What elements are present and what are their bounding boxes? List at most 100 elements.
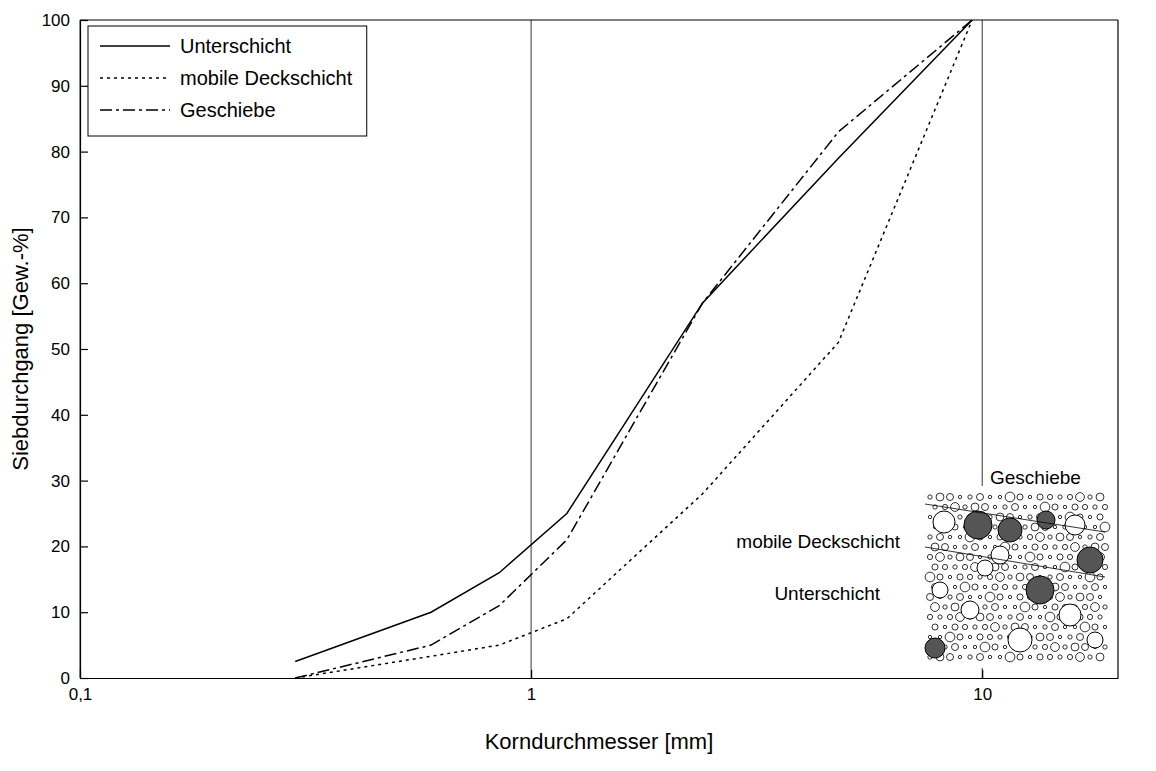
grain (963, 645, 966, 648)
grain (1017, 654, 1023, 660)
layer-line (925, 504, 1105, 532)
grain (931, 603, 940, 612)
grid (80, 20, 982, 678)
tick-label: 40 (51, 406, 70, 425)
grain (958, 515, 962, 519)
tick-mark (80, 217, 88, 218)
tick-mark (80, 546, 88, 547)
tick-mark (80, 481, 88, 482)
grain (938, 615, 942, 619)
grain (1073, 585, 1076, 588)
stone (933, 511, 955, 533)
tick: 50 (51, 340, 88, 359)
stone (1065, 515, 1085, 535)
grain (1013, 605, 1016, 608)
grain (998, 615, 1001, 618)
grain (947, 494, 954, 501)
grain (1016, 573, 1024, 581)
grain (977, 634, 983, 640)
grain (1033, 625, 1036, 628)
grain (998, 655, 1001, 658)
tick-label: 50 (51, 340, 70, 359)
grain (1033, 505, 1036, 508)
grain (932, 564, 938, 570)
grain (982, 624, 987, 629)
grain (1028, 615, 1031, 618)
grain (1028, 655, 1031, 658)
grain (957, 594, 964, 601)
grain (948, 535, 951, 538)
legend: Unterschichtmobile DeckschichtGeschiebe (88, 26, 367, 136)
grain (1003, 505, 1007, 509)
grain (1025, 552, 1035, 562)
annotation: mobile Deckschicht (736, 531, 900, 552)
grain (953, 585, 956, 588)
grain (1052, 504, 1058, 510)
grain (1056, 533, 1064, 541)
grain (951, 603, 959, 611)
grain (991, 623, 1000, 632)
grain (952, 644, 959, 651)
grain (998, 495, 1001, 498)
grain (1071, 643, 1079, 651)
grain (1037, 554, 1043, 560)
grain (1058, 655, 1062, 659)
grain (1002, 584, 1007, 589)
stone (977, 560, 993, 576)
tick-mark (80, 678, 88, 679)
grain (1053, 525, 1056, 528)
grain (988, 495, 991, 498)
grain (968, 655, 972, 659)
grain (967, 574, 972, 579)
tick-label: 20 (51, 537, 70, 556)
grain (1098, 615, 1102, 619)
grain (1017, 494, 1023, 500)
tick-label: 60 (51, 274, 70, 293)
grain (1020, 602, 1030, 612)
stone (1059, 604, 1081, 626)
grain (1002, 564, 1009, 571)
grain (987, 634, 992, 639)
tick-label: 0,1 (69, 685, 93, 704)
grain (1097, 574, 1103, 580)
grain (1092, 584, 1099, 591)
tick-mark (80, 349, 88, 350)
grain (936, 553, 945, 562)
grain (1068, 595, 1072, 599)
grain (942, 544, 949, 551)
grain (1005, 492, 1015, 502)
grain (1052, 604, 1058, 610)
grain (1093, 505, 1097, 509)
grain (925, 572, 935, 582)
grain (1047, 634, 1054, 641)
grain (996, 513, 1004, 521)
grain (937, 534, 944, 541)
grain (1056, 593, 1065, 602)
legend-swatch (100, 109, 170, 111)
stone (1008, 628, 1032, 652)
layer-illustration (921, 486, 1110, 668)
grain (958, 535, 961, 538)
grain (957, 574, 963, 580)
grain (1032, 604, 1038, 610)
grain (1057, 554, 1063, 560)
grain (983, 545, 986, 548)
grain (1087, 614, 1092, 619)
grain (1017, 594, 1023, 600)
legend-label: mobile Deckschicht (180, 67, 353, 89)
grain (1018, 555, 1021, 558)
grain (968, 495, 972, 499)
grain (992, 584, 998, 590)
grain (971, 503, 979, 511)
grain (1028, 495, 1031, 498)
grain (968, 635, 971, 638)
tick: 20 (51, 537, 88, 556)
grain (948, 555, 952, 559)
grain (1088, 495, 1092, 499)
annotation-ground (988, 466, 1083, 489)
stone (964, 511, 992, 539)
grain (996, 573, 1005, 582)
tick-label: 30 (51, 472, 70, 491)
grain (993, 505, 996, 508)
tick: 1 (527, 670, 536, 704)
